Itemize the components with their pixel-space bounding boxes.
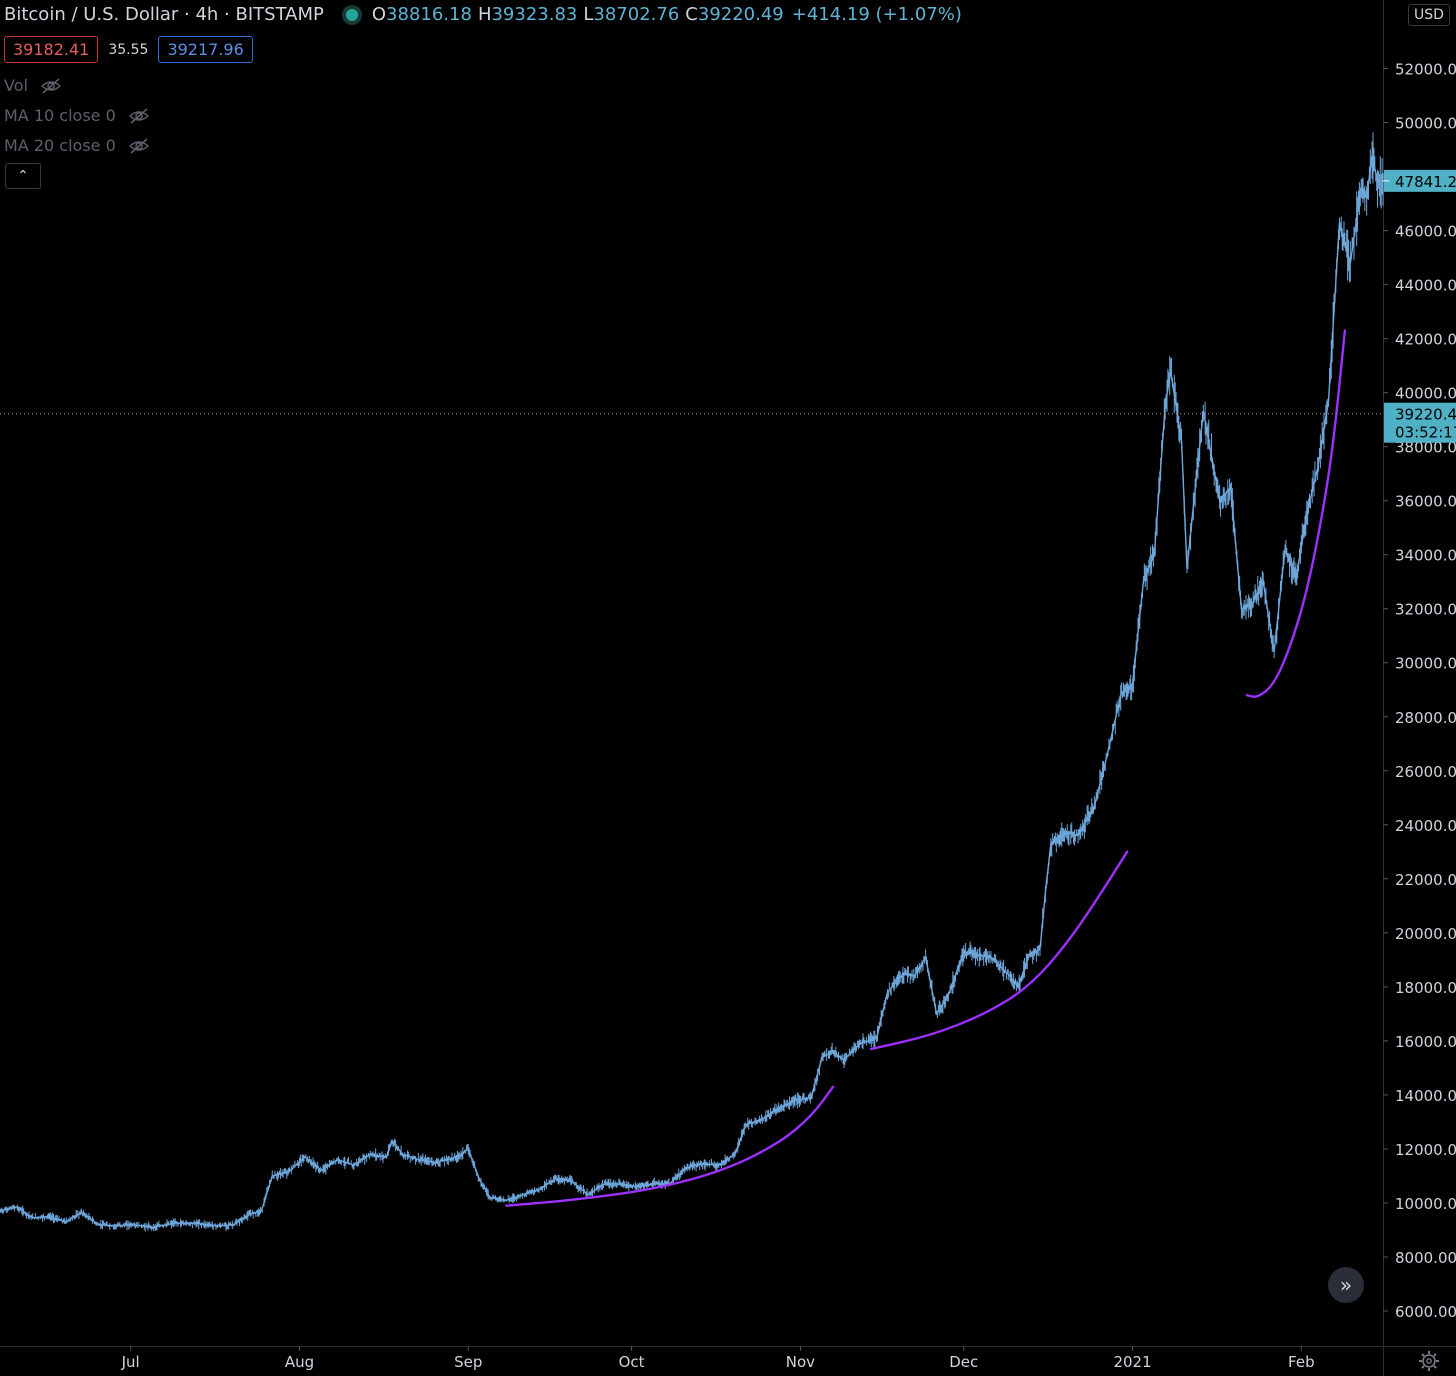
low-label: L bbox=[583, 4, 594, 25]
y-tick-label: 24000.00 bbox=[1395, 817, 1456, 835]
high-label: H bbox=[477, 4, 492, 25]
open-label: O bbox=[371, 4, 387, 25]
trend-curve bbox=[1245, 329, 1347, 698]
change-value: +414.19 (+1.07%) bbox=[791, 4, 962, 25]
trend-curve bbox=[505, 1085, 835, 1207]
y-tick-label: 52000.00 bbox=[1395, 61, 1456, 79]
y-tick-label: 8000.00 bbox=[1395, 1249, 1456, 1267]
high-value: 39323.83 bbox=[491, 4, 578, 25]
buy-button[interactable]: 39217.96 bbox=[158, 36, 253, 63]
eye-hidden-icon[interactable] bbox=[128, 137, 150, 154]
y-tick-label: 38000.00 bbox=[1395, 439, 1456, 457]
y-tick-label: 30000.00 bbox=[1395, 655, 1456, 673]
x-tick-label: Jul bbox=[121, 1353, 140, 1371]
y-tick-label: 50000.00 bbox=[1395, 115, 1456, 133]
low-value: 38702.76 bbox=[593, 4, 680, 25]
sell-button[interactable]: 39182.41 bbox=[4, 36, 99, 63]
y-tick-label: 40000.00 bbox=[1395, 385, 1456, 403]
bid-ask-panel: 39182.41 35.55 39217.96 bbox=[4, 36, 253, 63]
x-tick-label: Oct bbox=[619, 1353, 645, 1371]
indicator-ma10[interactable]: MA 10 close 0 bbox=[4, 106, 150, 125]
y-tick-label: 22000.00 bbox=[1395, 871, 1456, 889]
x-tick-label: Aug bbox=[285, 1353, 314, 1371]
trend-curve bbox=[869, 850, 1129, 1051]
y-tick-label: 12000.00 bbox=[1395, 1141, 1456, 1159]
market-status-icon bbox=[345, 8, 358, 21]
eye-hidden-icon[interactable] bbox=[128, 107, 150, 124]
y-tick-label: 6000.00 bbox=[1395, 1303, 1456, 1321]
double-chevron-right-icon: » bbox=[1339, 1273, 1353, 1297]
x-tick-label: 2021 bbox=[1113, 1353, 1151, 1371]
y-tick-label: 10000.00 bbox=[1395, 1195, 1456, 1213]
scroll-to-latest-button[interactable]: » bbox=[1328, 1267, 1364, 1303]
indicator-ma20[interactable]: MA 20 close 0 bbox=[4, 136, 150, 155]
collapse-indicators-button[interactable]: ⌃ bbox=[5, 163, 41, 189]
chevron-up-icon: ⌃ bbox=[17, 168, 29, 184]
y-tick-label: 14000.00 bbox=[1395, 1087, 1456, 1105]
y-tick-label: 44000.00 bbox=[1395, 277, 1456, 295]
y-tick-label: 34000.00 bbox=[1395, 547, 1456, 565]
symbol-title[interactable]: Bitcoin / U.S. Dollar · 4h · BITSTAMP bbox=[4, 4, 324, 25]
last-price-label: 47841.22 bbox=[1395, 173, 1456, 191]
indicator-vol[interactable]: Vol bbox=[4, 76, 62, 95]
close-value: 39220.49 bbox=[697, 4, 784, 25]
y-tick-label: 18000.00 bbox=[1395, 979, 1456, 997]
open-value: 38816.18 bbox=[386, 4, 472, 25]
y-tick-label: 28000.00 bbox=[1395, 709, 1456, 727]
indicator-label: Vol bbox=[4, 76, 28, 95]
y-tick-label: 42000.00 bbox=[1395, 331, 1456, 349]
y-tick-label: 20000.00 bbox=[1395, 925, 1456, 943]
y-tick-label: 16000.00 bbox=[1395, 1033, 1456, 1051]
current-price-badge bbox=[1384, 402, 1456, 443]
y-tick-label: 32000.00 bbox=[1395, 601, 1456, 619]
x-tick-label: Feb bbox=[1288, 1353, 1315, 1371]
countdown-label: 03:52:17 bbox=[1395, 424, 1456, 442]
price-line bbox=[0, 154, 1384, 1228]
indicator-label: MA 20 close 0 bbox=[4, 136, 116, 155]
current-price-label: 39220.49 bbox=[1395, 406, 1456, 424]
last-price-badge bbox=[1384, 169, 1456, 192]
y-tick-label: 26000.00 bbox=[1395, 763, 1456, 781]
indicator-label: MA 10 close 0 bbox=[4, 106, 116, 125]
close-label: C bbox=[685, 4, 698, 25]
x-tick-label: Nov bbox=[786, 1353, 815, 1371]
gear-icon[interactable] bbox=[1418, 1350, 1440, 1372]
x-tick-label: Dec bbox=[949, 1353, 978, 1371]
x-tick-label: Sep bbox=[454, 1353, 482, 1371]
currency-button[interactable]: USD bbox=[1408, 4, 1450, 26]
eye-hidden-icon[interactable] bbox=[40, 77, 62, 94]
candles bbox=[0, 132, 1384, 1232]
y-tick-label: 36000.00 bbox=[1395, 493, 1456, 511]
spread-value: 35.55 bbox=[108, 41, 149, 58]
y-tick-label: 46000.00 bbox=[1395, 223, 1456, 241]
